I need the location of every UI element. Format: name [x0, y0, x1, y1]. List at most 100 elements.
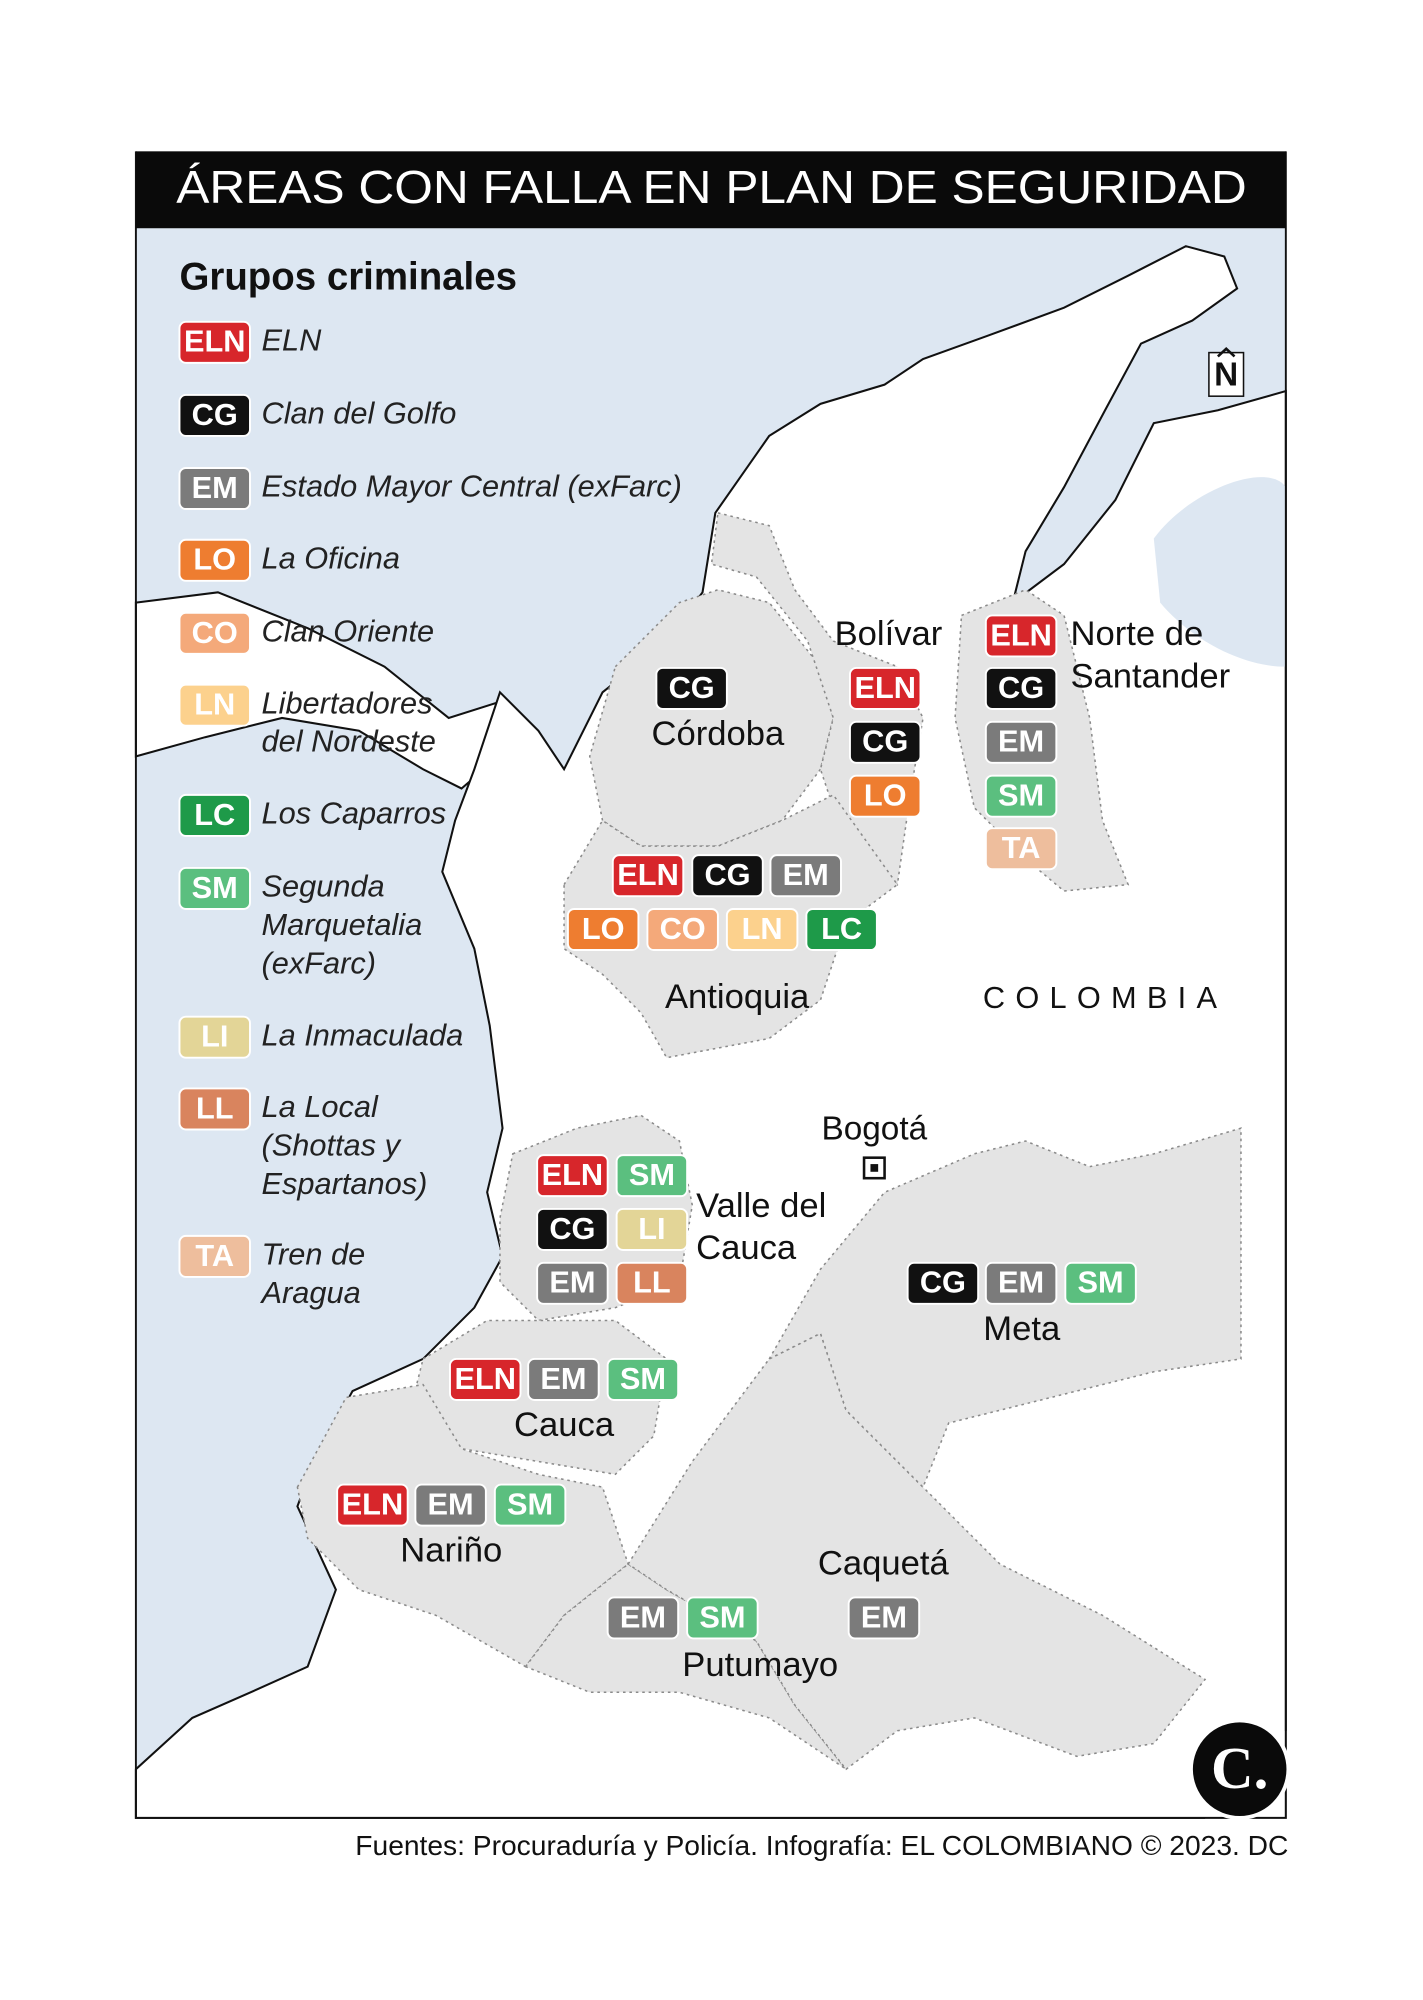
badge — [655, 667, 728, 710]
badge-label: CG — [862, 724, 908, 759]
dept-caqueta — [627, 1332, 1207, 1771]
badge — [178, 1234, 251, 1278]
logo — [1189, 1718, 1291, 1820]
badge — [414, 1483, 487, 1527]
region-label: Santander — [1070, 657, 1230, 695]
badge — [984, 720, 1058, 764]
legend-name: Aragua — [260, 1275, 361, 1310]
legend-name: del Nordeste — [262, 724, 436, 759]
badge-label: LL — [196, 1090, 234, 1125]
badge-label: CG — [998, 670, 1044, 705]
badge-label: CO — [660, 911, 706, 946]
badge-label: LO — [864, 778, 907, 813]
legend-name: Tren de — [262, 1237, 366, 1272]
region-label: Córdoba — [652, 715, 786, 753]
badge-label: SM — [699, 1599, 745, 1634]
badge — [615, 1154, 689, 1198]
badge — [178, 393, 251, 437]
badge — [178, 793, 251, 837]
badge — [536, 1154, 609, 1198]
country-label: COLOMBIA — [983, 980, 1227, 1015]
legend-name: (exFarc) — [262, 946, 376, 981]
badge-label: CG — [920, 1265, 966, 1300]
dept-meta — [767, 1127, 1242, 1489]
legend-name: ELN — [262, 322, 323, 357]
badge — [536, 1208, 609, 1251]
badge-label: TA — [195, 1238, 234, 1273]
badge-label: LC — [194, 797, 235, 832]
badge — [984, 614, 1058, 658]
badge — [984, 774, 1058, 818]
badge-label: ELN — [854, 670, 916, 705]
badge-label: EM — [428, 1487, 474, 1522]
badge-label: CG — [192, 397, 238, 432]
badge-label: LL — [633, 1265, 671, 1300]
region-label: Bolívar — [835, 615, 943, 653]
badge — [725, 908, 799, 951]
dept-putumayo — [524, 1563, 847, 1770]
badge — [984, 1261, 1058, 1305]
badge — [906, 1261, 980, 1305]
badge-label: EM — [192, 470, 238, 505]
region-label: Putumayo — [682, 1646, 838, 1684]
badge — [493, 1483, 567, 1527]
badge — [615, 1208, 689, 1251]
badge-label: SM — [998, 778, 1044, 813]
badge-label: EM — [540, 1361, 586, 1396]
legend-name: Clan del Golfo — [262, 396, 457, 431]
legend-name: La Inmaculada — [262, 1017, 464, 1052]
north-caret — [1217, 347, 1236, 358]
badge-label: ELN — [617, 857, 679, 892]
legend-name: Marquetalia — [262, 907, 423, 942]
badge-label: EM — [998, 1265, 1044, 1300]
badge — [615, 1261, 689, 1305]
legend-name: La Oficina — [262, 540, 400, 575]
badge-label: LN — [742, 911, 783, 946]
badge — [536, 1261, 609, 1305]
badge-label: LO — [582, 911, 625, 946]
badge-label: LI — [201, 1019, 228, 1054]
capital-marker-dot — [870, 1164, 879, 1172]
region-label: Meta — [983, 1310, 1061, 1348]
badge — [848, 720, 922, 764]
badge — [178, 683, 251, 727]
badge — [178, 320, 251, 364]
badge-label: CO — [192, 615, 238, 650]
badge — [769, 854, 842, 898]
title: ÁREAS CON FALLA EN PLAN DE SEGURIDAD — [176, 161, 1246, 213]
badge-label: CG — [704, 857, 750, 892]
badge-label: TA — [1002, 830, 1041, 865]
badge-label: SM — [620, 1361, 666, 1396]
region-label: Cauca — [696, 1229, 797, 1267]
badge — [178, 538, 251, 582]
badge-label: EM — [998, 724, 1044, 759]
lake — [1153, 477, 1286, 667]
badge-label: LC — [821, 911, 862, 946]
badge-label: LO — [193, 542, 236, 577]
legend-name: Libertadores — [262, 685, 433, 720]
badge — [566, 908, 640, 951]
badge-label: SM — [1078, 1265, 1124, 1300]
region-label: Norte de — [1070, 615, 1203, 653]
badge — [606, 1357, 680, 1401]
badge-label: EM — [620, 1599, 666, 1634]
legend-name: Espartanos) — [262, 1166, 428, 1201]
logo-text: C. — [1211, 1735, 1268, 1801]
badge — [178, 1015, 251, 1059]
badge — [611, 854, 685, 898]
badge — [691, 854, 764, 898]
region-label: Antioquia — [665, 978, 810, 1016]
badge-label: CG — [669, 670, 715, 705]
frame — [134, 151, 1287, 1819]
badge-label: ELN — [542, 1157, 604, 1192]
badge — [449, 1357, 522, 1401]
legend-name: La Local — [262, 1089, 379, 1124]
north-box — [1208, 351, 1245, 397]
region-label: Nariño — [400, 1532, 502, 1570]
badge — [336, 1483, 409, 1527]
badge-label: EM — [861, 1599, 907, 1634]
region-label: Valle del — [696, 1187, 826, 1225]
badge — [178, 467, 251, 510]
badge-label: ELN — [990, 617, 1052, 652]
badge-label: SM — [629, 1157, 675, 1192]
